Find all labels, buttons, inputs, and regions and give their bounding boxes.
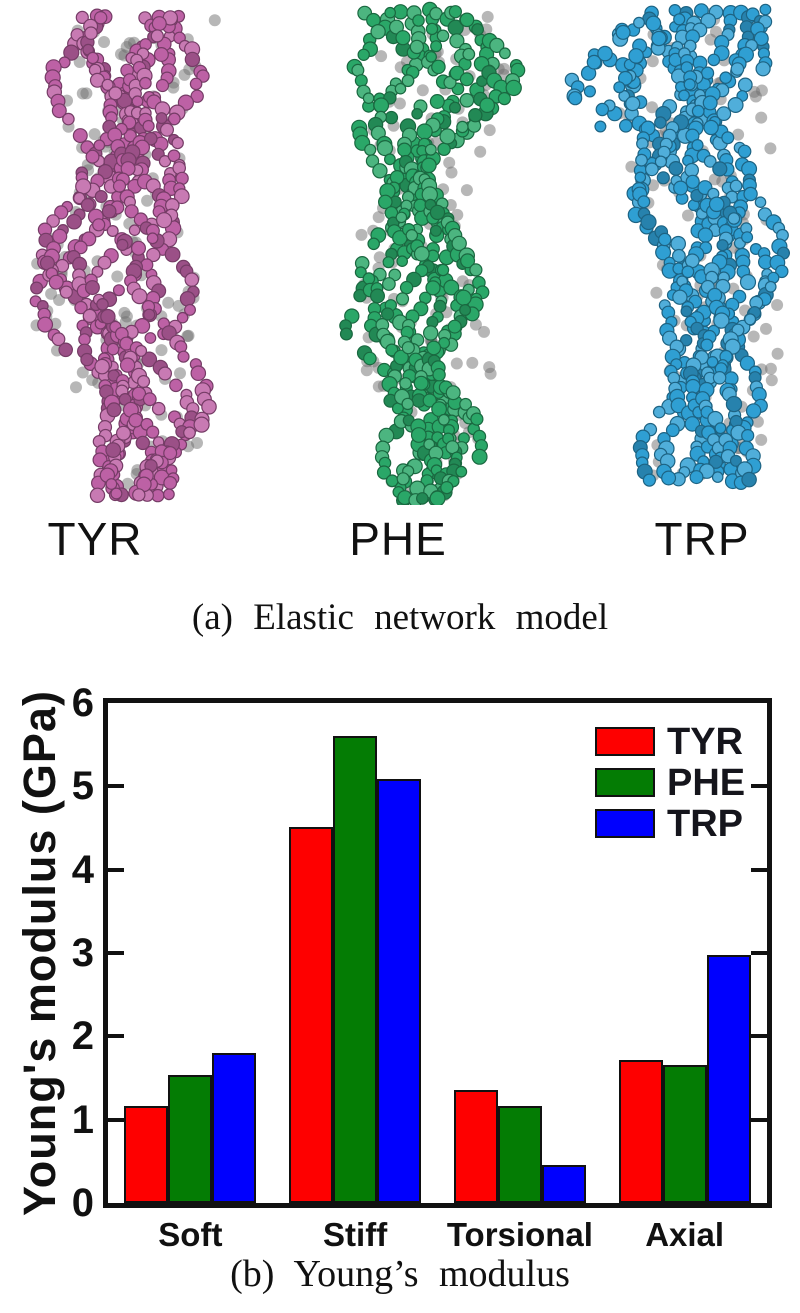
bar-phe-stiff <box>333 736 378 1203</box>
y-tick <box>751 1117 767 1122</box>
bar-phe-torsional <box>497 1106 542 1203</box>
bar-phe-axial <box>662 1065 707 1203</box>
bar-trp-soft <box>212 1053 257 1203</box>
bar-trp-stiff <box>377 779 422 1203</box>
y-tick-label: 6 <box>71 681 94 725</box>
y-tick-label: 1 <box>71 1097 94 1142</box>
legend-item-tyr: TYR <box>595 721 765 763</box>
legend-swatch <box>595 768 655 797</box>
bar-tyr-stiff <box>289 827 334 1203</box>
legend-item-trp: TRP <box>595 803 765 845</box>
molecule-trp <box>564 3 790 490</box>
caption-a: (a) Elastic network model <box>191 597 609 638</box>
y-tick-label: 2 <box>71 1014 94 1059</box>
y-tick <box>751 784 767 789</box>
x-category-label: Stiff <box>323 1216 388 1253</box>
molecule-label-tyr: TYR <box>47 513 143 565</box>
bar-chart-plot-area: TYR PHE TRP <box>103 698 772 1208</box>
legend-label: TRP <box>667 803 743 845</box>
y-tick <box>751 951 767 955</box>
molecule-tyr <box>29 8 221 503</box>
y-tick <box>108 784 124 789</box>
molecule-phe <box>339 1 526 505</box>
y-tick <box>751 867 767 872</box>
bar-phe-soft <box>168 1075 213 1203</box>
y-tick-label: 5 <box>71 764 94 809</box>
y-tick <box>751 1034 767 1039</box>
legend-item-phe: PHE <box>595 762 765 804</box>
molecule-label-trp: TRP <box>654 513 750 565</box>
caption-b: (b) Young’s modulus <box>230 1253 570 1295</box>
y-tick <box>108 1034 124 1039</box>
bar-tyr-soft <box>124 1106 169 1203</box>
y-tick <box>108 951 124 955</box>
y-tick <box>108 867 124 872</box>
legend-label: TYR <box>667 721 743 763</box>
bar-tyr-axial <box>618 1060 663 1203</box>
x-category-label: Axial <box>645 1216 725 1253</box>
legend-swatch <box>595 809 655 838</box>
y-tick-label: 4 <box>71 847 94 892</box>
bar-trp-axial <box>706 955 751 1203</box>
x-category-label: Soft <box>158 1216 223 1253</box>
legend-swatch <box>595 727 655 756</box>
molecule-canvas <box>29 1 790 505</box>
legend-label: PHE <box>667 762 746 804</box>
bar-tyr-torsional <box>453 1090 498 1203</box>
y-tick <box>108 1117 124 1122</box>
x-category-label: Torsional <box>446 1216 593 1253</box>
bar-trp-torsional <box>541 1165 586 1203</box>
y-tick-label: 3 <box>71 931 94 975</box>
molecule-label-phe: PHE <box>349 513 447 565</box>
y-tick-label: 0 <box>71 1181 94 1225</box>
figure-b: Young's modulus (GPa) TYR PHE TRP (b) Youn… <box>0 650 800 1313</box>
